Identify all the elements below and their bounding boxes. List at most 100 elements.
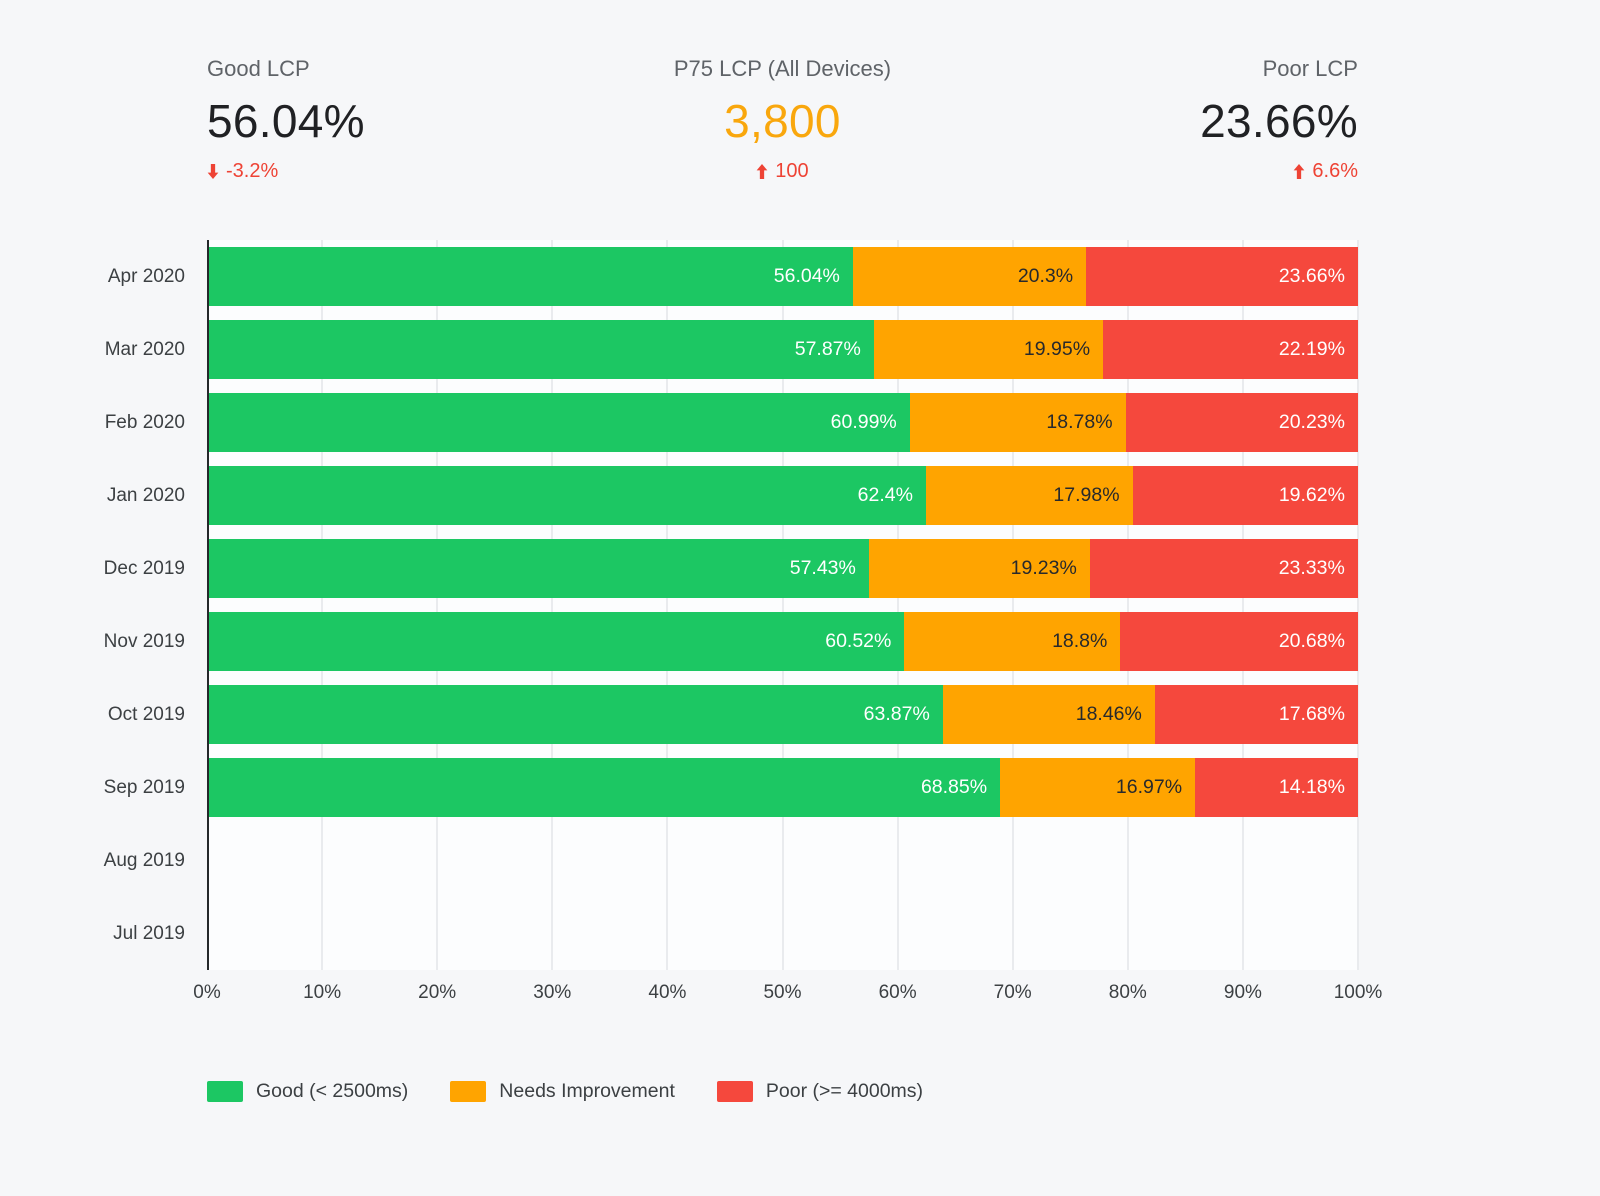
y-axis-label: Jul 2019 [113,923,185,944]
bar-segment-good: 68.85% [209,758,1001,817]
gridline [1357,240,1359,970]
legend-item-good: Good (< 2500ms) [207,1080,408,1103]
stat-label: P75 LCP (All Devices) [673,56,892,81]
legend-label: Needs Improvement [499,1080,675,1102]
bar-value-label: 19.95% [1023,338,1091,360]
bar-segment-poor: 19.62% [1132,466,1358,525]
x-axis-tick: 80% [1108,982,1147,1003]
trend-arrow-icon [1294,164,1305,179]
y-axis-line [207,240,209,970]
y-axis-label: Dec 2019 [103,558,185,579]
chart-row: Oct 2019 63.87% 18.46% 17.68% [0,678,1600,751]
bar-value-label: 18.46% [1075,703,1142,725]
gridline [436,240,439,970]
legend-swatch-needs-improvement [450,1081,487,1102]
bar-segment-poor: 22.19% [1103,320,1358,379]
bar-value-label: 57.87% [794,338,861,360]
chart-row: Jan 2020 62.4% 17.98% 19.62% [0,459,1600,532]
bar-segment-needs-improvement: 19.23% [868,539,1090,598]
legend-item-poor: Poor (>= 4000ms) [716,1080,924,1103]
chart-row: Mar 2020 57.87% 19.95% 22.19% [0,313,1600,386]
bar-segment-needs-improvement: 18.8% [904,612,1121,671]
legend-swatch-good [207,1081,243,1102]
trend-arrow-icon [207,164,219,179]
y-axis-label: Jan 2020 [106,485,185,506]
bar-value-label: 16.97% [1115,776,1183,798]
stat-value: 56.04% [207,95,365,147]
x-axis: 0% 10% 20% 30% 40% 50% 60% 70% 80% 90% 100% [193,982,1382,1008]
header-stats: Good LCP 56.04% -3.2% P75 LCP (All Devic… [207,56,1358,183]
bar-value-label: 20.68% [1278,630,1345,652]
stat-delta-value: 100 [775,160,809,182]
x-axis-tick: 20% [418,982,457,1003]
bar-value-label: 20.23% [1278,411,1345,433]
bar-value-label: 23.33% [1278,557,1345,579]
bar-value-label: 17.98% [1053,484,1120,506]
gridline [1126,240,1129,970]
gridline [1011,240,1014,970]
x-axis-tick: 70% [993,982,1032,1003]
bar-value-label: 18.78% [1046,411,1113,433]
stat-label: Poor LCP [1262,56,1358,81]
bar-value-label: 68.85% [920,776,988,798]
gridline [1241,240,1244,970]
chart-row: Jul 2019 [0,897,1600,970]
x-axis-tick: 60% [878,982,917,1003]
bar-value-label: 23.66% [1278,265,1345,287]
bar-value-label: 19.62% [1278,484,1345,506]
bar-segment-needs-improvement: 18.46% [942,685,1155,744]
x-axis-tick: 100% [1333,982,1383,1003]
x-axis-tick: 0% [193,982,221,1003]
legend-label: Poor (>= 4000ms) [765,1080,924,1102]
bar-value-label: 17.68% [1278,703,1345,725]
stat-delta-value: 6.6% [1312,160,1358,182]
bar-segment-poor: 23.33% [1089,539,1358,598]
bar-segment-good: 63.87% [209,685,943,744]
chart-row: Sep 2019 68.85% 16.97% 14.18% [0,751,1600,824]
stat-delta-value: -3.2% [226,160,279,182]
stat-good-lcp: Good LCP 56.04% -3.2% [207,56,365,183]
bar-segment-good: 60.52% [209,612,905,671]
stat-delta: 100 [756,160,809,183]
stacked-bar: 62.4% 17.98% 19.62% [209,466,1358,525]
bar-segment-good: 56.04% [209,247,853,306]
stacked-bar: 57.87% 19.95% 22.19% [209,320,1358,379]
bar-value-label: 63.87% [863,703,930,725]
y-axis-label: Nov 2019 [103,631,185,652]
chart-row: Dec 2019 57.43% 19.23% 23.33% [0,532,1600,605]
stacked-bar: 60.52% 18.8% 20.68% [209,612,1358,671]
x-axis-tick: 30% [533,982,572,1003]
stacked-bar: 57.43% 19.23% 23.33% [209,539,1358,598]
y-axis-label: Mar 2020 [104,339,185,360]
bar-segment-poor: 17.68% [1154,685,1358,744]
bar-segment-needs-improvement: 17.98% [925,466,1133,525]
stat-value: 3,800 [724,95,841,147]
gridline [321,240,324,970]
y-axis-label: Oct 2019 [107,704,185,725]
x-axis-tick: 40% [648,982,687,1003]
bar-value-label: 20.3% [1017,265,1074,287]
bar-value-label: 18.8% [1052,630,1108,652]
legend-swatch-poor [716,1081,753,1102]
bar-segment-needs-improvement: 19.95% [873,320,1104,379]
gridline [781,240,784,970]
bar-value-label: 19.23% [1010,557,1077,579]
bar-segment-good: 62.4% [209,466,926,525]
bar-segment-needs-improvement: 20.3% [852,247,1087,306]
bar-segment-good: 60.99% [209,393,910,452]
y-axis-label: Feb 2020 [104,412,185,433]
x-axis-tick: 10% [303,982,342,1003]
gridline [896,240,899,970]
stacked-bar: 63.87% 18.46% 17.68% [209,685,1358,744]
bar-value-label: 60.99% [830,411,897,433]
y-axis-label: Aug 2019 [103,850,185,871]
bar-segment-needs-improvement: 18.78% [909,393,1126,452]
bar-value-label: 22.19% [1278,338,1345,360]
bar-value-label: 56.04% [773,265,840,287]
bar-segment-poor: 20.23% [1125,393,1358,452]
bar-value-label: 60.52% [825,630,892,652]
bar-value-label: 62.4% [857,484,913,506]
y-axis-label: Sep 2019 [103,777,185,798]
bar-segment-needs-improvement: 16.97% [1000,758,1196,817]
